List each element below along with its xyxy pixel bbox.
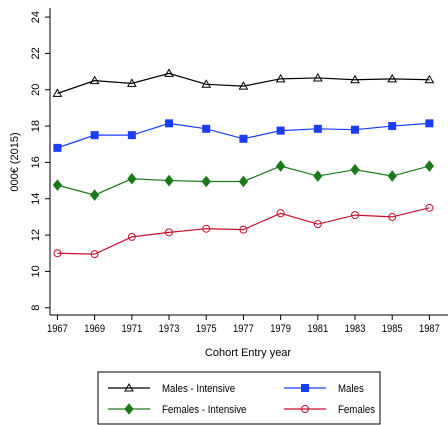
y-tick-label: 22 [30,47,42,59]
marker [275,160,286,172]
marker [275,73,286,83]
x-tick-label: 1987 [419,323,440,335]
marker [53,143,62,152]
legend-marker [124,403,134,415]
y-tick-label: 10 [30,265,42,277]
marker [351,125,360,134]
marker [350,163,360,176]
marker [52,88,63,97]
marker [164,174,174,187]
y-tick-label: 24 [30,11,42,23]
x-tick-label: 1975 [196,323,217,335]
x-tick-label: 1985 [382,323,403,335]
y-tick-label: 20 [30,84,42,96]
y-tick-label: 16 [30,156,42,168]
x-tick-label: 1977 [233,323,254,335]
marker [202,224,211,233]
marker [202,124,211,133]
y-tick-label: 18 [30,120,42,132]
x-tick-label: 1979 [270,323,291,335]
legend-label: Females - Intensive [162,405,247,417]
x-tick-label: 1967 [47,323,68,335]
x-tick-label: 1971 [121,323,142,335]
marker [351,211,360,220]
legend-marker [301,384,309,392]
marker [90,250,99,259]
x-tick-label: 1983 [345,323,366,335]
marker [238,175,249,188]
marker [201,79,212,88]
y-tick-label: 14 [30,193,42,205]
marker [90,131,99,140]
legend-marker [124,382,134,392]
marker [89,75,100,85]
legend-label: Females [338,405,375,417]
marker [239,225,248,234]
marker [425,203,434,212]
marker [313,220,322,229]
x-tick-label: 1969 [84,323,105,335]
marker [52,179,63,191]
marker [424,74,435,84]
legend-label: Males - Intensive [162,384,235,396]
marker [313,170,323,182]
y-tick-label: 8 [30,305,42,311]
legend-box [97,371,381,425]
marker [350,74,360,84]
marker [313,124,322,133]
marker [424,160,435,172]
marker [127,172,137,185]
marker [276,126,285,135]
marker [388,212,397,221]
series-line [57,207,430,255]
marker [89,189,100,201]
series-line [57,72,430,94]
marker [165,228,174,237]
x-axis-label: Cohort Entry year [205,347,292,359]
marker [387,73,398,83]
marker [127,131,136,140]
y-axis-label: 000€ (2015) [9,132,21,191]
legend-marker [301,405,309,413]
marker [238,81,249,90]
marker [127,232,136,241]
marker [276,209,285,218]
marker [201,175,211,188]
legend-label: Males [338,384,364,396]
x-tick-label: 1981 [307,323,328,335]
y-tick-label: 12 [30,229,42,241]
marker [388,122,397,131]
marker [387,170,397,182]
x-tick-label: 1973 [159,323,180,335]
marker [53,249,62,258]
marker [239,134,248,143]
marker [425,119,434,128]
marker [165,119,174,128]
marker [126,78,137,87]
marker [312,72,323,82]
marker [164,68,174,77]
